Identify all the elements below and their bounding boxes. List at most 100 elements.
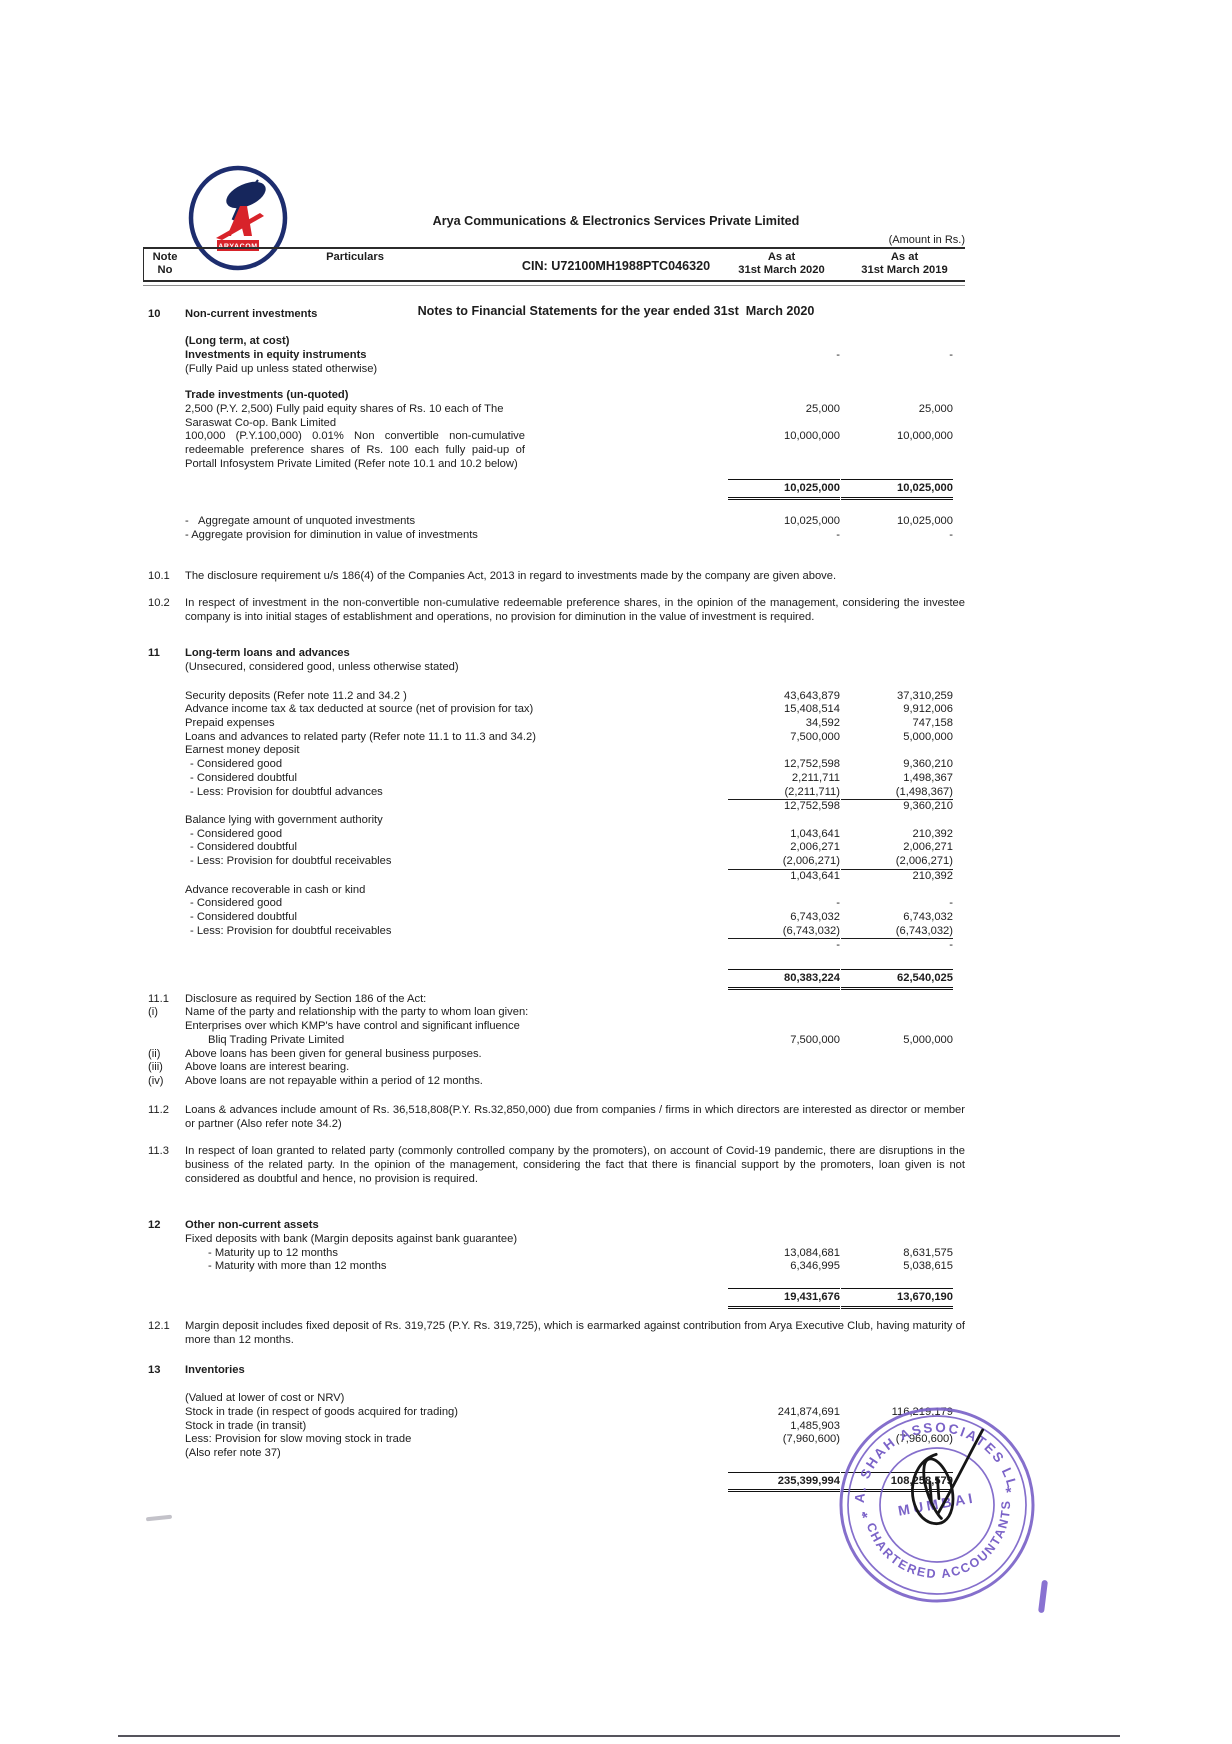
particulars-text: - Considered good [190,897,283,910]
note-number [143,758,185,772]
amount-value: - [949,939,953,952]
particulars-text [185,870,663,884]
amount-value: 43,643,879 [784,689,840,702]
amount-2019: 13,670,190 [840,1288,953,1309]
satellite-dish-icon [226,179,266,221]
note-number [143,661,185,675]
note-number [143,1433,185,1447]
particulars-text: - Considered good [190,758,283,771]
amount-value: (2,211,711) [728,786,840,801]
note-number [143,939,185,953]
amount-2020: 12,752,598 [663,800,840,814]
table-row: Investments in equity instruments - - [143,349,965,363]
particulars-text: Advance income tax & tax deducted at sou… [185,703,534,716]
amount-value: 5,000,000 [903,730,953,743]
particulars-text: Loans and advances to related party (Ref… [185,730,536,743]
note-number [143,855,185,870]
amount-2019: 2,006,271 [840,841,953,855]
note-number: 10 [148,308,161,321]
company-cin: CIN: U72100MH1988PTC046320 [521,259,711,273]
amount-2020: 19,431,676 [663,1288,840,1309]
particulars-text: Security deposits (Refer note 11.2 and 3… [185,689,407,702]
particulars-text: 100,000 (P.Y.100,000) 0.01% Non converti… [185,430,525,470]
particulars-text: - Less: Provision for doubtful receivabl… [190,924,392,937]
table-row: 10,025,000 10,025,000 [143,479,965,501]
amount-value: (7,960,600) [782,1433,840,1446]
amount-value: 8,631,575 [903,1246,953,1259]
particulars-text: (Valued at lower of cost or NRV) [185,1392,345,1405]
note-number: 10.1 [148,569,170,582]
amount-2020 [663,335,840,349]
amount-2019 [840,1233,953,1247]
amount-value: 12,752,598 [784,758,840,771]
scan-smudge [145,1514,173,1522]
table-row: - Considered doubtful 6,743,032 6,743,032 [143,911,965,925]
amount-2019: 62,540,025 [840,969,953,990]
amount-value: 19,431,676 [728,1288,840,1309]
spacer [143,1348,965,1364]
note-number [143,969,185,990]
note-number: (iii) [148,1061,163,1074]
table-row: - Considered doubtful 2,006,271 2,006,271 [143,841,965,855]
note-number [143,703,185,717]
amount-value: 37,310,259 [897,689,953,702]
note-number [143,1034,185,1048]
table-row: 12.1 Margin deposit includes fixed deposi… [143,1320,965,1348]
spacer [143,1312,965,1320]
note-number [143,1233,185,1247]
amount-2020: 7,500,000 [663,731,840,745]
particulars-text: The disclosure requirement u/s 186(4) of… [185,569,837,582]
table-row: - Maturity up to 12 months 13,084,681 8,63… [143,1247,965,1261]
amount-2019 [840,1061,953,1075]
table-row: (Also refer note 37) [143,1447,965,1461]
table-row: 10.1 The disclosure requirement u/s 186(4… [143,570,965,584]
amount-2020 [663,1061,840,1075]
stamp-star-left: * [861,1509,870,1527]
note-number: 10.2 [148,597,170,610]
particulars-text [185,1472,663,1493]
note-number: 11.3 [148,1145,169,1158]
table-row: 13 Inventories [143,1364,965,1378]
particulars-text: Bliq Trading Private Limited [208,1033,345,1046]
amount-value: 7,500,000 [790,730,840,743]
table-row: 11.2 Loans & advances include amount of R… [143,1104,965,1132]
amount-value: 34,592 [805,717,840,730]
note-number [143,870,185,884]
column-header-2019: As at 31st March 2019 [861,251,948,277]
spacer [143,953,965,967]
amount-2019 [840,647,953,661]
note-number [143,1472,185,1493]
amount-2020: 1,485,903 [663,1420,840,1434]
particulars-text [185,939,663,953]
table-row: Stock in trade (in transit) 1,485,903 - [143,1420,965,1434]
particulars-text: (Fully Paid up unless stated otherwise) [185,362,378,375]
amount-2020: 15,408,514 [663,703,840,717]
particulars-text: Loans & advances include amount of Rs. 3… [185,1103,965,1130]
amount-value: - [949,528,953,541]
table-row: - Considered good - - [143,897,965,911]
particulars-text: Margin deposit includes fixed deposit of… [185,1319,965,1346]
amount-2020 [663,363,840,377]
amount-2020 [663,1006,840,1020]
table-row: Security deposits (Refer note 11.2 and 3… [143,690,965,704]
amount-2020: 1,043,641 [663,828,840,842]
amount-value: - [836,897,840,910]
table-row: - Less: Provision for doubtful receivabl… [143,855,965,870]
note-number: (i) [148,1006,158,1019]
amount-2020 [663,647,840,661]
particulars-text: Balance lying with government authority [185,814,383,826]
amount-value: 1,498,367 [903,771,953,784]
particulars-text: Advance recoverable in cash or kind [185,883,366,896]
amount-2020 [663,389,840,403]
signature-ink [911,1428,985,1526]
amount-2019: - [840,939,953,953]
amount-value: (7,960,600) [895,1433,953,1446]
note-number: 11.2 [148,1103,169,1116]
amount-2020 [663,1447,840,1461]
amount-2019: (1,498,367) [840,786,953,801]
note-number [143,529,185,543]
table-row: Advance income tax & tax deducted at sou… [143,703,965,717]
table-row: 10.2 In respect of investment in the non-… [143,597,965,625]
table-row: -- [143,939,965,953]
table-row: 12 Other non-current assets [143,1219,965,1233]
